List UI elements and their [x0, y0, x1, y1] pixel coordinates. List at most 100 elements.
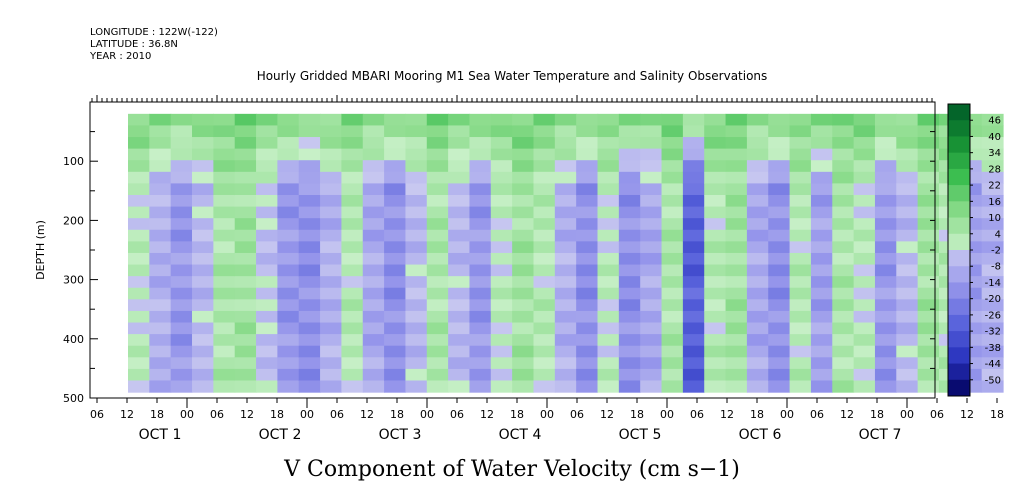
heatmap-cell — [618, 241, 641, 254]
heatmap-cell — [277, 252, 300, 266]
heatmap-cell — [405, 206, 428, 219]
heatmap-cell — [512, 299, 535, 312]
heatmap-cell — [832, 357, 855, 370]
heatmap-cell — [128, 218, 150, 231]
heatmap-cell — [512, 113, 535, 127]
heatmap-cell — [362, 206, 385, 219]
heatmap-cell — [874, 229, 897, 242]
heatmap-cell — [448, 148, 471, 161]
heatmap-cell — [704, 334, 727, 347]
heatmap-cell — [917, 287, 940, 300]
heatmap-cell — [704, 241, 727, 254]
heatmap-cell — [661, 218, 684, 231]
heatmap-cell — [768, 334, 791, 347]
heatmap-cell — [597, 287, 620, 300]
heatmap-cell — [640, 113, 663, 127]
heatmap-cell — [640, 368, 663, 382]
heatmap-cell — [384, 137, 407, 150]
heatmap-cell — [426, 345, 449, 358]
heatmap-cell — [768, 229, 791, 242]
heatmap-cell — [256, 137, 278, 150]
heatmap-cell — [192, 368, 214, 382]
heatmap-cell — [405, 171, 428, 184]
heatmap-cell — [704, 357, 727, 370]
heatmap-cell — [533, 125, 556, 138]
heatmap-cell — [874, 322, 897, 335]
heatmap-cell — [469, 310, 492, 324]
heatmap-cell — [853, 334, 876, 347]
heatmap-cell — [917, 148, 940, 161]
heatmap-cell — [341, 113, 364, 127]
heatmap-cell — [981, 334, 1004, 347]
heatmap-cell — [170, 276, 193, 289]
heatmap-cell — [426, 322, 449, 335]
heatmap-cell — [490, 229, 513, 242]
heatmap-cell — [810, 148, 833, 161]
heatmap-cell — [298, 287, 321, 300]
heatmap-cell — [981, 345, 1004, 358]
heatmap-cell — [704, 264, 727, 277]
heatmap-cell — [362, 310, 385, 324]
heatmap-cell — [746, 148, 769, 161]
heatmap-cell — [170, 113, 193, 127]
heatmap-cell — [298, 137, 321, 150]
heatmap-cell — [597, 380, 620, 393]
heatmap-cell — [789, 206, 812, 219]
heatmap-cell — [896, 345, 919, 358]
heatmap-cell — [256, 322, 278, 335]
heatmap-cell — [597, 241, 620, 254]
heatmap-cell — [554, 171, 577, 184]
heatmap-cell — [149, 183, 172, 196]
heatmap-cell — [256, 357, 278, 370]
heatmap-cell — [810, 160, 833, 173]
heatmap-cell — [170, 160, 193, 173]
y-tick-label: 400 — [63, 333, 84, 346]
heatmap-cell — [426, 194, 449, 208]
heatmap-cell — [490, 345, 513, 358]
heatmap-cell — [384, 276, 407, 289]
heatmap-cell — [618, 334, 641, 347]
heatmap-cell — [768, 137, 791, 150]
heatmap-cell — [128, 310, 150, 324]
heatmap-cell — [405, 276, 428, 289]
hour-label: 00 — [660, 408, 674, 421]
colorbar-label: 34 — [988, 148, 1001, 159]
heatmap-cell — [640, 206, 663, 219]
colorbar-segment — [948, 185, 970, 202]
heatmap-cell — [789, 171, 812, 184]
heatmap-cell — [896, 171, 919, 184]
heatmap-cell — [213, 299, 236, 312]
heatmap-cell — [448, 276, 471, 289]
heatmap-cell — [256, 218, 278, 231]
heatmap-cell — [320, 229, 343, 242]
heatmap-cell — [618, 218, 641, 231]
heatmap-cell — [682, 241, 705, 254]
hour-label: 18 — [630, 408, 644, 421]
heatmap-cell — [682, 252, 705, 266]
heatmap-cell — [320, 171, 343, 184]
heatmap-cell — [256, 299, 278, 312]
heatmap-cell — [789, 380, 812, 393]
heatmap-cell — [512, 264, 535, 277]
heatmap-cell — [896, 229, 919, 242]
colorbar-segment — [948, 282, 970, 300]
heatmap-cell — [682, 206, 705, 219]
heatmap-cell — [853, 345, 876, 358]
heatmap-cell — [533, 229, 556, 242]
heatmap-cell — [277, 171, 300, 184]
heatmap-cell — [384, 229, 407, 242]
heatmap-cell — [277, 137, 300, 150]
heatmap-cell — [704, 148, 727, 161]
heatmap-cell — [597, 334, 620, 347]
heatmap-cell — [640, 334, 663, 347]
heatmap-cell — [554, 310, 577, 324]
heatmap-cell — [832, 241, 855, 254]
heatmap-cell — [554, 345, 577, 358]
heatmap-cell — [554, 113, 577, 127]
heatmap-cell — [298, 160, 321, 173]
heatmap-cell — [704, 299, 727, 312]
heatmap-cell — [896, 137, 919, 150]
heatmap-cell — [384, 183, 407, 196]
heatmap-cell — [469, 287, 492, 300]
heatmap-cell — [490, 125, 513, 138]
